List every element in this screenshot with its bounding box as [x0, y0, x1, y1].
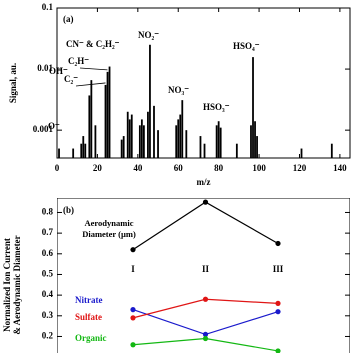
series-label-text: Aerodynamic Diameter (µm) [82, 218, 136, 239]
x-tick-label: 0 [55, 163, 60, 173]
data-point [275, 240, 281, 247]
x-tick-label: 140 [333, 163, 347, 173]
peak-annotation: C₂⁻ [64, 74, 78, 84]
x-tick-label: 80 [214, 163, 224, 173]
x-tick-label: 100 [252, 163, 266, 173]
x-tick-label: 60 [174, 163, 184, 173]
category-label: II [202, 264, 210, 274]
y-tick-label: 0.01 [37, 63, 53, 73]
peak-annotation: CN⁻ & C₂H₂⁻ [66, 39, 120, 49]
data-point [275, 300, 281, 306]
x-tick-label: 120 [293, 163, 307, 173]
category-label: III [273, 264, 284, 274]
peak-annotation: HSO₄⁻ [233, 41, 260, 51]
series-label: Nitrate [75, 295, 102, 305]
data-point [275, 309, 281, 315]
y-tick-label: 0.5 [42, 269, 54, 279]
y-tick-label: 0.001 [33, 124, 54, 134]
y-tick-label: 0.7 [42, 227, 54, 237]
series-label: Aerodynamic Diameter (µm) [82, 218, 136, 239]
data-point [202, 335, 209, 342]
panel-label: (b) [63, 205, 74, 215]
y-tick-label: 0.6 [42, 248, 54, 258]
x-axis-label: m/z [197, 177, 211, 187]
data-point [130, 342, 136, 348]
annotation-arrow [75, 82, 106, 87]
plot-frame [56, 7, 351, 159]
panel-label: (a) [63, 14, 74, 24]
y-tick-label: 0.4 [42, 289, 54, 299]
x-tick-label: 40 [133, 163, 143, 173]
series-label: Sulfate [75, 312, 102, 322]
peak-annotation: C₂H⁻ [68, 56, 89, 66]
y-tick-label: 0.2 [42, 331, 54, 341]
peak-annotation: HSO₃⁻ [203, 102, 230, 112]
data-point [202, 199, 209, 205]
data-point [202, 331, 209, 337]
y-tick-label: 0.8 [42, 207, 54, 217]
plot-area [57, 198, 350, 353]
data-point [130, 315, 136, 321]
y-axis-label: Signal, au. [8, 63, 18, 103]
peak-annotation: OH⁻ [49, 66, 68, 76]
series-line [132, 298, 279, 319]
peak-annotation: NO₃⁻ [168, 85, 189, 95]
series-line [132, 309, 279, 336]
peak-annotation: NO₂⁻ [138, 30, 159, 40]
y-tick-label: 0.3 [42, 310, 54, 320]
data-point [202, 296, 209, 302]
y-tick-label: 0.1 [42, 2, 54, 12]
y-axis-label: & Aerodynamic Diameter [12, 235, 22, 334]
data-point [275, 348, 281, 353]
data-point [130, 247, 136, 253]
series-label: Organic [75, 333, 107, 343]
category-label: I [131, 264, 135, 274]
data-point [130, 307, 136, 313]
annotation-arrow [79, 67, 108, 71]
x-tick-label: 20 [93, 163, 103, 173]
y-axis-label: Normalized Ion Current [2, 238, 12, 332]
peak-annotation: O⁻ [48, 121, 60, 131]
